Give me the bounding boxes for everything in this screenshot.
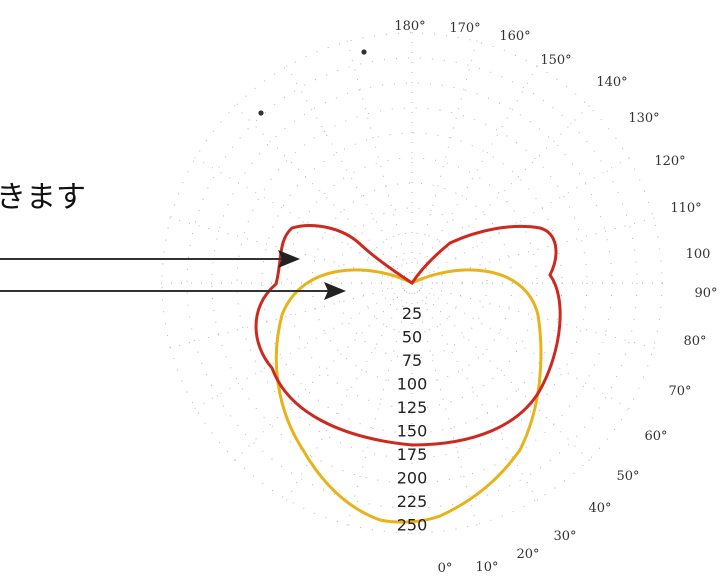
fragment-text: きます bbox=[0, 180, 86, 215]
angle-label: 90° bbox=[694, 286, 717, 301]
angle-label: 40° bbox=[588, 501, 611, 516]
polar-grid bbox=[152, 23, 672, 543]
grid-spoke bbox=[186, 152, 413, 284]
radial-label: 150 bbox=[397, 422, 428, 441]
grid-spoke bbox=[411, 282, 597, 468]
grid-spoke bbox=[411, 152, 638, 284]
angle-label: 10° bbox=[475, 560, 498, 575]
grid-ring bbox=[311, 182, 513, 384]
arrow-bottom bbox=[0, 282, 346, 300]
grid-spoke bbox=[411, 282, 638, 414]
angle-label: 140° bbox=[596, 75, 627, 90]
red-curve bbox=[254, 224, 562, 447]
radial-labels: 25 50 75 100 125 150 175 200 225 250 bbox=[397, 304, 428, 535]
radial-label: 25 bbox=[402, 304, 422, 323]
angle-label: 180° bbox=[394, 19, 425, 34]
marker-dot bbox=[361, 49, 367, 55]
yellow-curve bbox=[274, 268, 543, 524]
grid-ring bbox=[186, 57, 638, 509]
grid-ring bbox=[161, 32, 663, 534]
grid-ring bbox=[361, 232, 463, 334]
angle-labels: 0° 10° 20° 30° 40° 50° 60° 70° 80° 90° 100 110° 120°… bbox=[394, 19, 717, 576]
grid-spoke bbox=[281, 57, 413, 284]
angle-label: 130° bbox=[628, 111, 659, 126]
grid-ring bbox=[236, 107, 588, 459]
angle-label: 110° bbox=[670, 201, 701, 216]
grid-spoke bbox=[411, 57, 543, 284]
angle-label: 60° bbox=[644, 429, 667, 444]
grid-spoke bbox=[411, 31, 480, 284]
angle-label: 50° bbox=[616, 469, 639, 484]
grid-spoke bbox=[411, 282, 543, 509]
grid-spoke bbox=[227, 282, 413, 468]
grid-ring bbox=[211, 82, 613, 484]
grid-ring bbox=[261, 132, 563, 434]
angle-label: 30° bbox=[553, 529, 576, 544]
radial-label: 175 bbox=[397, 445, 428, 464]
angle-label: 120° bbox=[654, 154, 685, 169]
angle-label: 170° bbox=[449, 21, 480, 36]
grid-ring bbox=[286, 157, 538, 409]
radial-label: 75 bbox=[402, 351, 422, 370]
angle-label: 0° bbox=[438, 561, 453, 576]
grid-spoke bbox=[160, 215, 413, 284]
grid-spoke bbox=[227, 98, 413, 284]
radial-label: 50 bbox=[402, 328, 422, 347]
grid-spoke bbox=[344, 31, 413, 284]
angle-label: 70° bbox=[668, 384, 691, 399]
angle-label: 150° bbox=[540, 53, 571, 68]
angle-label: 20° bbox=[516, 547, 539, 562]
arrow-top bbox=[0, 250, 300, 268]
marker-dot bbox=[258, 110, 264, 116]
angle-label: 100 bbox=[686, 247, 711, 262]
grid-ring bbox=[336, 207, 488, 359]
grid-spoke bbox=[281, 282, 413, 509]
angle-label: 160° bbox=[499, 29, 530, 44]
radial-label: 100 bbox=[397, 375, 428, 394]
radial-label: 125 bbox=[397, 398, 428, 417]
radial-label: 225 bbox=[397, 492, 428, 511]
grid-spoke bbox=[411, 98, 597, 284]
radial-label: 250 bbox=[397, 516, 428, 535]
grid-ring bbox=[386, 257, 438, 309]
grid-spoke bbox=[186, 282, 413, 414]
radial-label: 200 bbox=[397, 469, 428, 488]
angle-label: 80° bbox=[683, 334, 706, 349]
grid-spoke bbox=[160, 282, 413, 351]
